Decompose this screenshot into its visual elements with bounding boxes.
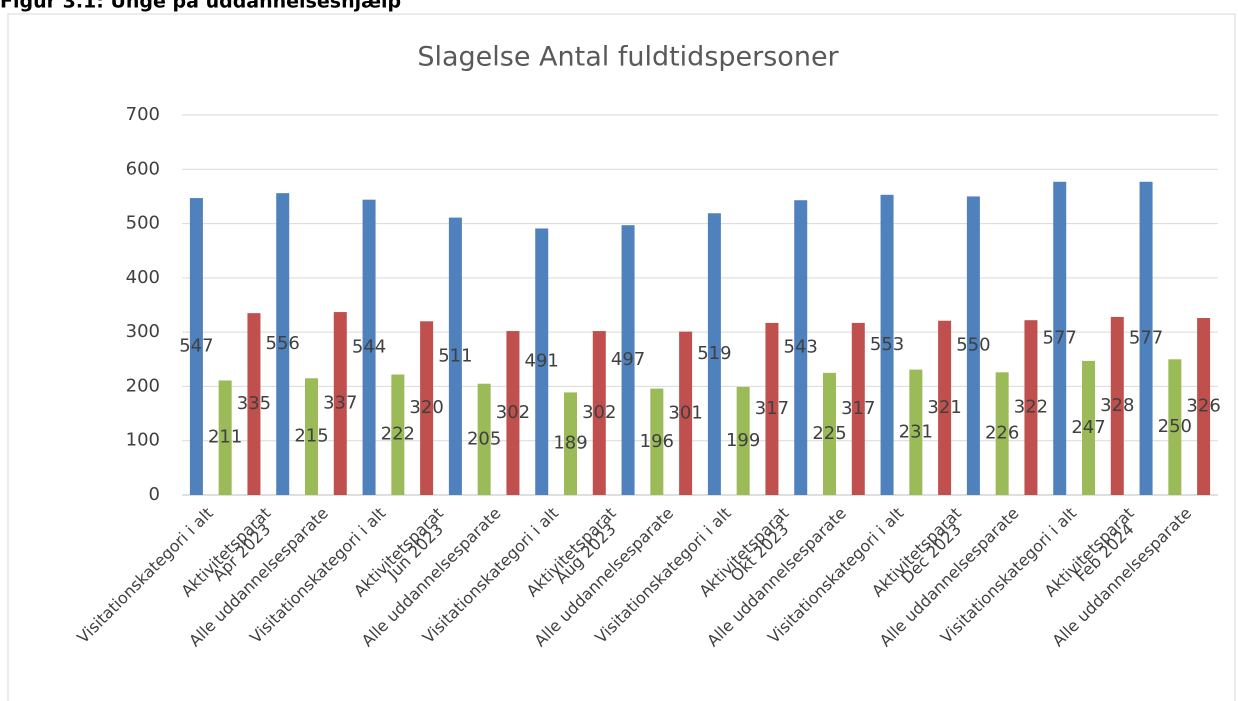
data-label: 556 [266, 333, 300, 354]
figure-title: Figur 3.1: Unge på uddannelseshjælp [0, 0, 401, 13]
data-label: 205 [467, 428, 501, 449]
bar [448, 217, 462, 495]
bar [765, 322, 779, 495]
bar [880, 194, 894, 496]
data-label: 550 [956, 335, 990, 356]
data-label: 247 [1071, 417, 1105, 438]
data-label: 322 [1014, 397, 1048, 418]
bar [823, 372, 836, 495]
data-label: 250 [1158, 416, 1192, 437]
bar [1024, 320, 1038, 495]
data-label: 302 [582, 402, 616, 423]
data-label: 511 [438, 345, 472, 366]
bar [1082, 360, 1095, 495]
bar [506, 331, 520, 495]
bar [1197, 318, 1211, 495]
y-tick-label: 500 [126, 213, 160, 234]
data-label: 519 [697, 343, 731, 364]
data-label: 321 [927, 397, 961, 418]
data-label: 196 [640, 431, 674, 452]
bar [909, 369, 923, 495]
data-label: 211 [208, 427, 242, 448]
data-label: 497 [611, 349, 645, 370]
data-label: 491 [525, 351, 559, 372]
bar [1053, 181, 1067, 495]
bar [362, 199, 376, 495]
data-label: 317 [841, 398, 875, 419]
y-tick-label: 0 [149, 484, 160, 505]
bar [851, 322, 865, 495]
data-label: 577 [1043, 327, 1077, 348]
data-label: 301 [668, 402, 702, 423]
bar [535, 228, 549, 495]
data-label: 226 [985, 423, 1019, 444]
data-label: 543 [784, 337, 818, 358]
data-label: 544 [352, 336, 386, 357]
bar [1110, 316, 1124, 495]
data-label: 335 [237, 393, 271, 414]
bar [621, 225, 635, 495]
data-label: 547 [179, 336, 213, 357]
bar [650, 388, 664, 495]
data-label: 215 [294, 426, 328, 447]
bar [966, 196, 980, 495]
bar [736, 386, 750, 495]
bar [391, 374, 405, 495]
bar [305, 378, 318, 495]
y-tick-label: 100 [126, 430, 160, 451]
data-label: 577 [1129, 327, 1163, 348]
bar [247, 313, 261, 495]
y-tick-label: 200 [126, 375, 160, 396]
y-tick-label: 600 [126, 158, 160, 179]
data-label: 328 [1100, 395, 1134, 416]
bar [592, 331, 606, 495]
y-tick-label: 400 [126, 267, 160, 288]
bar [420, 321, 434, 495]
bar [995, 372, 1009, 495]
data-label: 199 [726, 430, 760, 451]
bar [333, 312, 347, 495]
bar [1168, 359, 1182, 495]
data-label: 320 [409, 397, 443, 418]
bar [218, 380, 232, 495]
bar [679, 331, 693, 495]
bar [189, 198, 203, 496]
y-tick-label: 700 [126, 104, 160, 125]
bar [1139, 181, 1153, 495]
bar [477, 383, 491, 495]
data-label: 302 [496, 402, 530, 423]
y-tick-label: 300 [126, 321, 160, 342]
bar [276, 193, 290, 495]
data-label: 317 [755, 398, 789, 419]
bar [938, 320, 952, 495]
data-label: 189 [553, 433, 587, 454]
chart-title: Slagelse Antal fuldtidspersoner [417, 42, 839, 73]
bar [707, 213, 721, 495]
bar [794, 200, 808, 495]
data-label: 326 [1186, 396, 1220, 417]
data-label: 231 [899, 421, 933, 442]
bar [564, 392, 577, 495]
data-label: 222 [381, 424, 415, 445]
data-label: 337 [323, 393, 357, 414]
data-label: 553 [870, 334, 904, 355]
data-label: 225 [812, 423, 846, 444]
